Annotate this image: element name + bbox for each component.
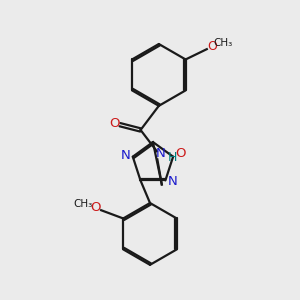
Text: O: O (207, 40, 217, 53)
Text: N: N (168, 176, 178, 188)
Text: N: N (120, 149, 130, 162)
Text: O: O (91, 201, 101, 214)
Text: CH₃: CH₃ (213, 38, 232, 48)
Text: O: O (110, 117, 120, 130)
Text: CH₃: CH₃ (73, 199, 92, 209)
Text: N: N (156, 147, 166, 160)
Text: O: O (176, 147, 186, 160)
Text: H: H (167, 151, 177, 164)
